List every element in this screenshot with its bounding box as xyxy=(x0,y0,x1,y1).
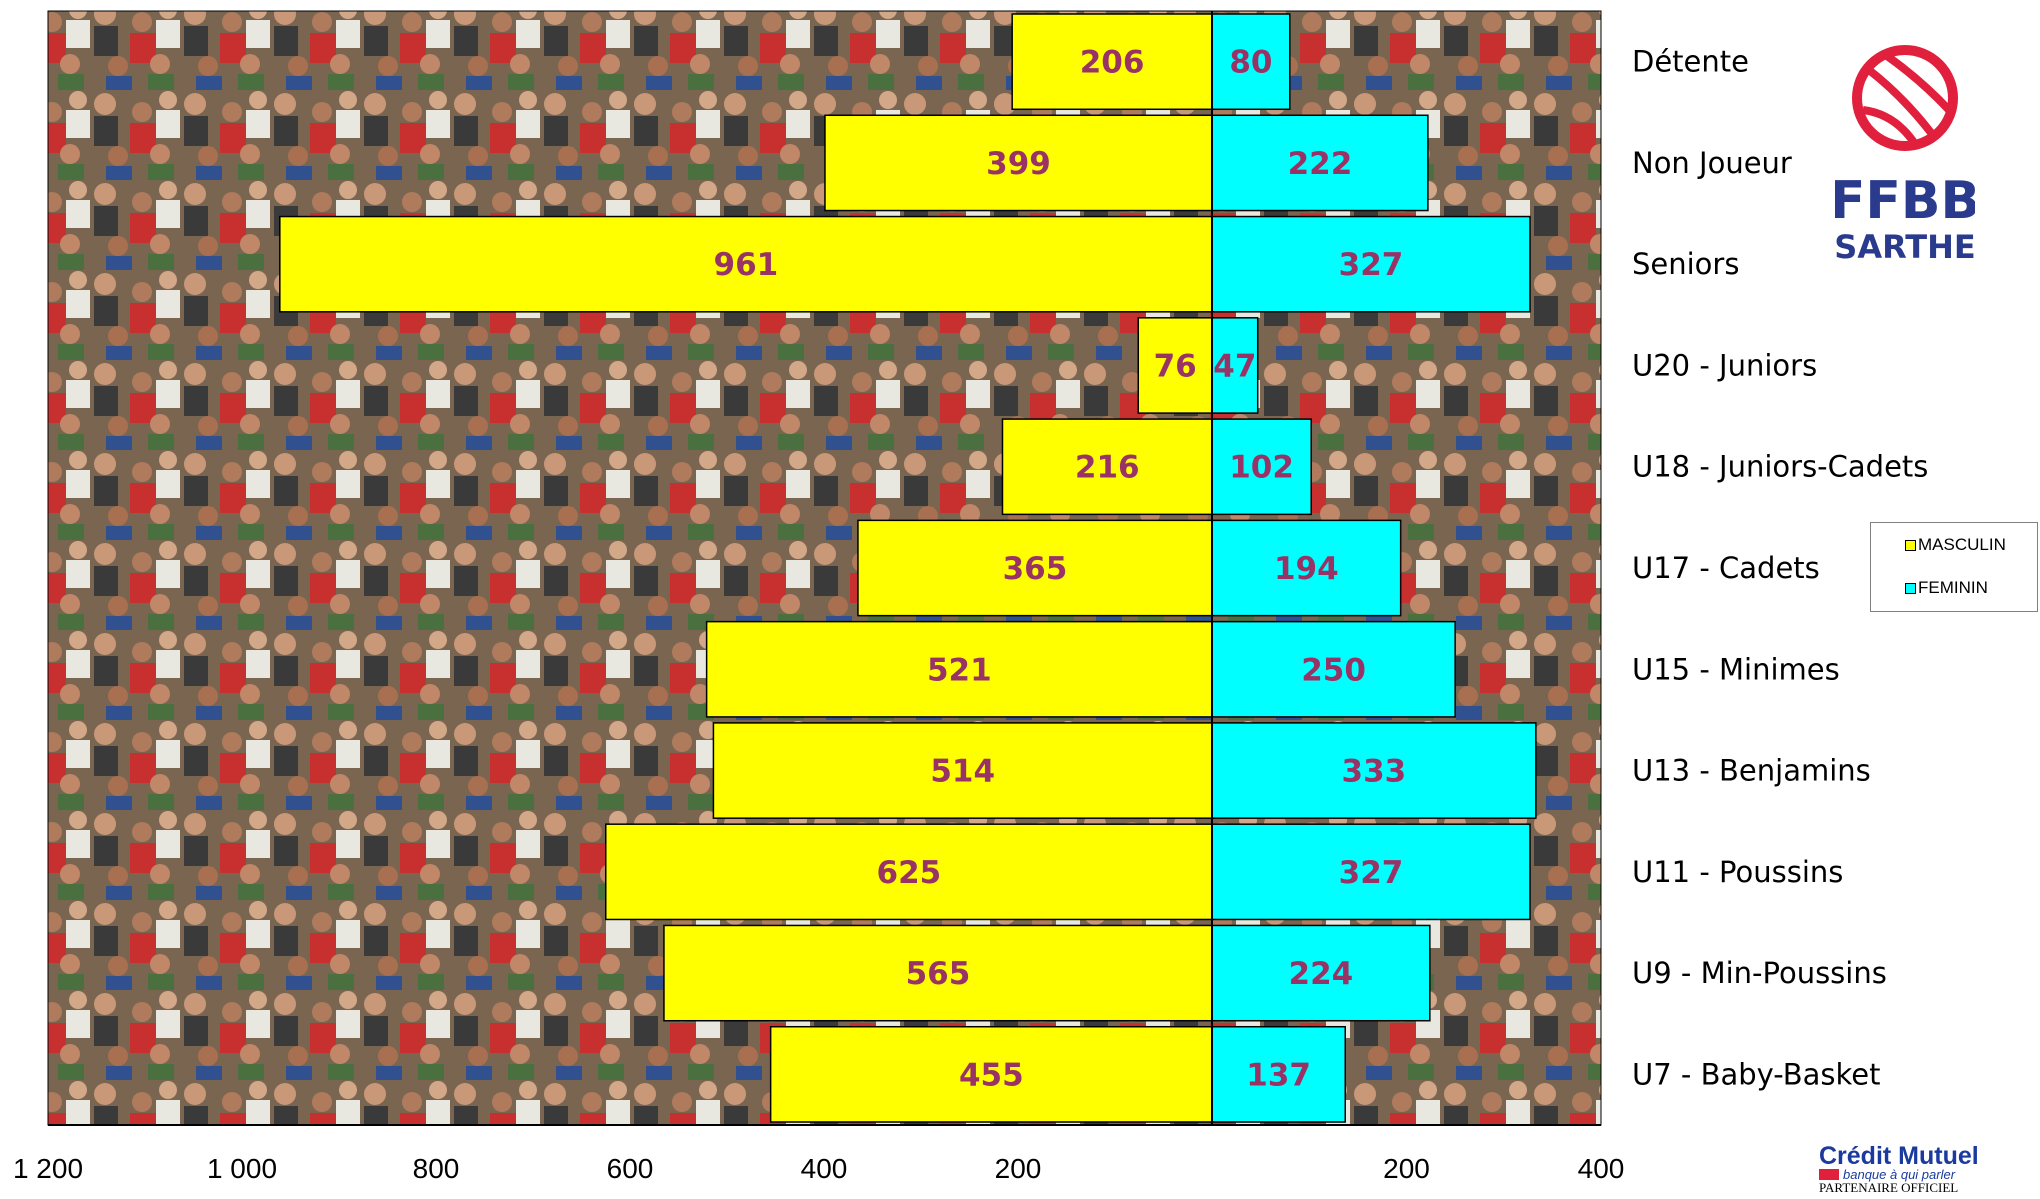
data-label-masculin: 399 xyxy=(986,146,1051,182)
data-label-masculin: 455 xyxy=(959,1057,1024,1093)
category-label: Seniors xyxy=(1632,247,1739,281)
x-tick-label: 200 xyxy=(1383,1153,1430,1184)
bar-masculin xyxy=(705,620,1213,718)
data-label-masculin: 365 xyxy=(1003,551,1068,587)
bar-masculin xyxy=(1011,13,1213,111)
x-axis-tick-labels: 1 200 1 000 800 600 400 200 200 400 xyxy=(13,1153,1624,1184)
legend-label-masculin: MASCULIN xyxy=(1918,535,2006,554)
sponsor-logo: Crédit Mutuel banque à qui parler PARTEN… xyxy=(1815,1140,2005,1195)
bar-feminin xyxy=(1211,620,1456,718)
bar-feminin xyxy=(1211,215,1531,313)
bar-masculin xyxy=(857,519,1213,617)
chart-legend: MASCULIN FEMININ xyxy=(1870,522,2038,612)
data-label-feminin: 224 xyxy=(1289,956,1354,992)
bar-feminin xyxy=(1211,823,1531,921)
x-tick-label: 600 xyxy=(607,1153,654,1184)
sponsor-tagline: banque à qui parler xyxy=(1843,1167,1956,1182)
plot-area: 206 80 399 222 961 327 76 47 216 102 365 194 521 250 5… xyxy=(47,10,1602,1126)
bar-feminin xyxy=(1211,114,1429,212)
logo-basketball-icon xyxy=(1852,45,1958,151)
x-tick-label: 200 xyxy=(995,1153,1042,1184)
x-tick-label: 400 xyxy=(801,1153,848,1184)
data-label-masculin: 565 xyxy=(906,956,971,992)
bar-feminin xyxy=(1211,924,1431,1022)
category-label: U20 - Juniors xyxy=(1632,348,1817,382)
data-label-feminin: 250 xyxy=(1301,652,1366,688)
data-label-feminin: 327 xyxy=(1339,247,1404,283)
x-tick-label: 400 xyxy=(1578,1153,1625,1184)
bar-masculin xyxy=(824,114,1213,212)
bar-masculin xyxy=(605,823,1213,921)
bar-masculin xyxy=(1137,317,1213,414)
bar-masculin xyxy=(663,924,1213,1022)
category-label: U13 - Benjamins xyxy=(1632,754,1871,788)
category-label: U9 - Min-Poussins xyxy=(1632,956,1887,990)
bar-masculin xyxy=(279,215,1213,313)
bar-masculin xyxy=(769,1025,1213,1123)
category-label: U15 - Minimes xyxy=(1632,652,1840,686)
legend-item-masculin: MASCULIN xyxy=(1905,535,2006,555)
category-label: U11 - Poussins xyxy=(1632,855,1843,889)
bar-feminin xyxy=(1211,13,1291,111)
x-tick-label: 1 200 xyxy=(13,1153,83,1184)
legend-swatch-feminin xyxy=(1905,582,1916,594)
ffbb-sarthe-logo: FFBB SARTHE xyxy=(1830,40,1980,270)
bar-feminin xyxy=(1211,519,1402,617)
legend-label-feminin: FEMININ xyxy=(1918,578,1988,597)
data-label-masculin: 206 xyxy=(1080,45,1145,81)
bar-feminin xyxy=(1211,1025,1346,1123)
data-label-feminin: 194 xyxy=(1274,551,1339,587)
data-label-feminin: 222 xyxy=(1288,146,1353,182)
category-label: Détente xyxy=(1632,45,1749,79)
category-labels: Détente Non Joueur Seniors U20 - Juniors U18… xyxy=(1632,45,1928,1092)
x-tick-label: 1 000 xyxy=(207,1153,277,1184)
sponsor-subtitle: PARTENAIRE OFFICIEL xyxy=(1819,1180,1958,1195)
category-label: U17 - Cadets xyxy=(1632,551,1820,585)
data-label-feminin: 80 xyxy=(1229,45,1272,81)
category-label: Non Joueur xyxy=(1632,146,1792,180)
data-label-masculin: 216 xyxy=(1075,450,1140,486)
category-label: U18 - Juniors-Cadets xyxy=(1632,450,1928,484)
bar-feminin xyxy=(1211,418,1312,516)
data-label-masculin: 961 xyxy=(714,247,779,283)
bar-feminin xyxy=(1211,722,1537,819)
data-label-masculin: 76 xyxy=(1154,348,1197,384)
legend-item-feminin: FEMININ xyxy=(1905,578,1988,598)
data-label-feminin: 102 xyxy=(1229,450,1294,486)
logo-line1: FFBB xyxy=(1835,171,1975,231)
sponsor-name: Crédit Mutuel xyxy=(1819,1142,1979,1170)
data-label-feminin: 327 xyxy=(1339,855,1404,891)
data-label-feminin: 47 xyxy=(1213,348,1256,384)
data-label-feminin: 333 xyxy=(1342,754,1407,790)
data-label-masculin: 625 xyxy=(877,855,942,891)
bar-masculin xyxy=(712,722,1213,819)
x-tick-label: 800 xyxy=(413,1153,460,1184)
category-label: U7 - Baby-Basket xyxy=(1632,1057,1880,1091)
data-label-feminin: 137 xyxy=(1246,1057,1311,1093)
bar-masculin xyxy=(1001,418,1213,516)
logo-line2: SARTHE xyxy=(1835,228,1975,266)
data-label-masculin: 521 xyxy=(927,652,992,688)
data-label-masculin: 514 xyxy=(930,754,995,790)
legend-swatch-masculin xyxy=(1905,539,1916,551)
